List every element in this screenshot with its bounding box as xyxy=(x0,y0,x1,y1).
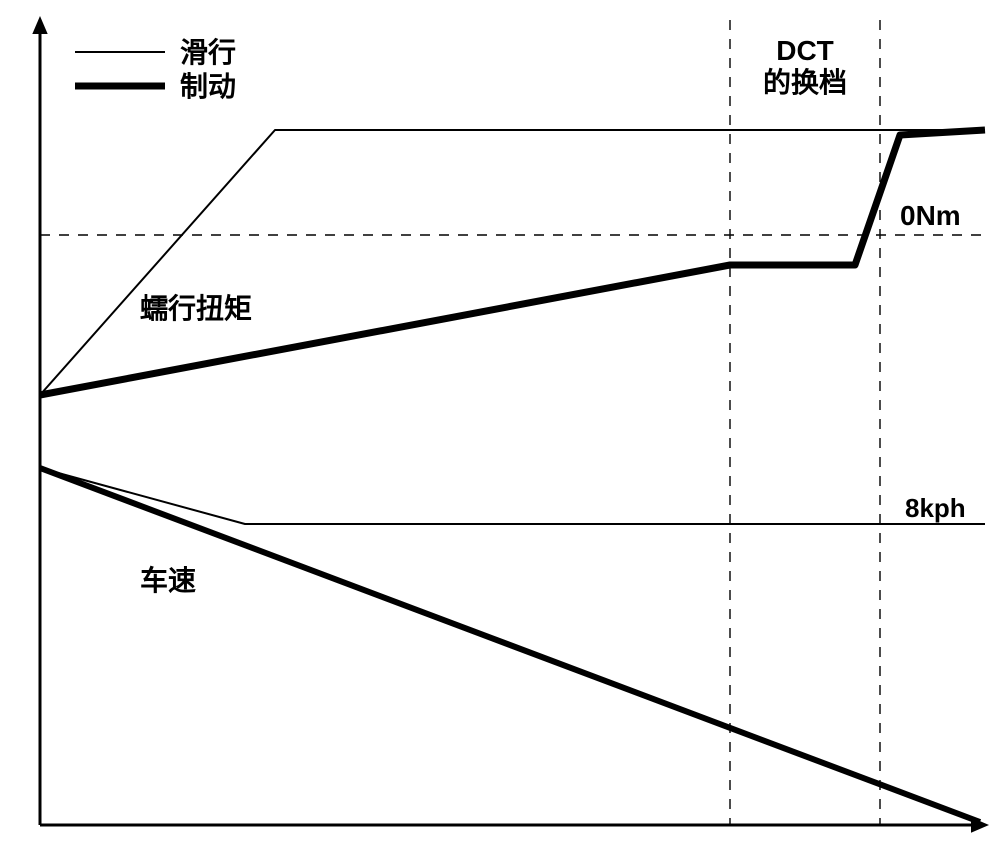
label-0: 蠕行扭矩 xyxy=(140,292,252,324)
dct-annotation-line2: 的换档 xyxy=(763,66,847,98)
label-1: 车速 xyxy=(140,564,196,596)
legend-label-1: 制动 xyxy=(180,71,236,102)
chart-background xyxy=(0,0,1000,851)
zero-nm-label: 0Nm xyxy=(900,200,961,231)
label-2: 8kph xyxy=(905,493,966,523)
torque-speed-chart: 0Nm DCT的换档蠕行扭矩车速 8kph 滑行制动 xyxy=(0,0,1000,851)
legend-label-0: 滑行 xyxy=(180,36,236,68)
dct-annotation-line1: DCT xyxy=(776,35,834,66)
